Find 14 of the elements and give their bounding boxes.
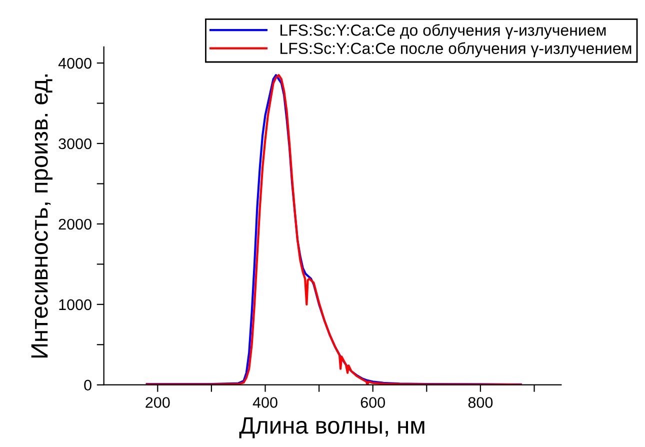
legend-label: LFS:Sc:Y:Ca:Ce до облучения γ-излучением [280,24,606,39]
x-axis-title: Длина волны, нм [239,417,424,438]
x-tick-label: 200 [146,397,170,408]
y-tick-label: 2000 [58,218,92,230]
legend-label: LFS:Sc:Y:Ca:Ce после облучения γ-излучением [280,42,632,58]
line-series [146,74,522,385]
y-tick-label: 3000 [58,138,92,150]
y-tick-label: 0 [84,380,92,391]
x-tick-label: 800 [468,397,493,408]
y-tick-label: 1000 [59,299,92,310]
y-tick-label: 4000 [58,58,92,69]
x-tick-label: 600 [360,397,385,408]
x-tick-label: 400 [252,397,278,408]
y-axis-title: Интесивность, произв. ед. [31,74,52,358]
